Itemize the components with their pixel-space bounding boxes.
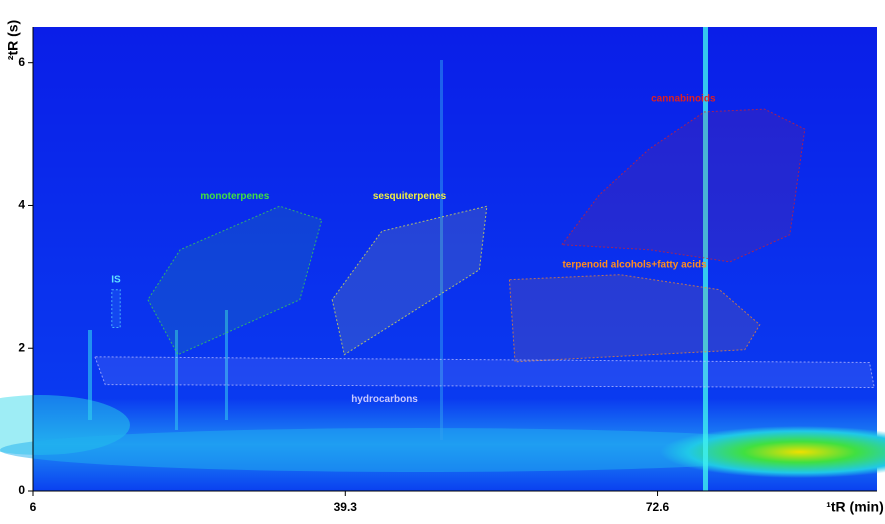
region-label: terpenoid alcohols+fatty acids [562, 259, 707, 270]
region-outline [147, 205, 323, 356]
y-tick-label: 0 [18, 483, 25, 497]
region-label: hydrocarbons [351, 394, 418, 405]
region-outline [560, 108, 806, 263]
region-label: monoterpenes [200, 191, 269, 202]
region-label: cannabinoids [651, 94, 716, 105]
y-tick-label: 4 [18, 198, 25, 212]
x-tick-label: 6 [30, 500, 37, 514]
plot-background [0, 27, 885, 491]
region-outline [331, 205, 488, 356]
region-outline [111, 289, 121, 328]
region-label: sesquiterpenes [373, 191, 447, 202]
region-label: IS [111, 274, 121, 285]
y-tick-label: 2 [18, 340, 25, 354]
x-axis-title: ¹tR (min) [826, 499, 884, 515]
y-tick-label: 6 [18, 55, 25, 69]
x-tick-label: 39.3 [334, 500, 358, 514]
x-tick-label: 72.6 [646, 500, 670, 514]
y-axis-title: ²tR (s) [5, 20, 21, 60]
region-outline [94, 356, 875, 389]
region-outline [508, 274, 761, 363]
